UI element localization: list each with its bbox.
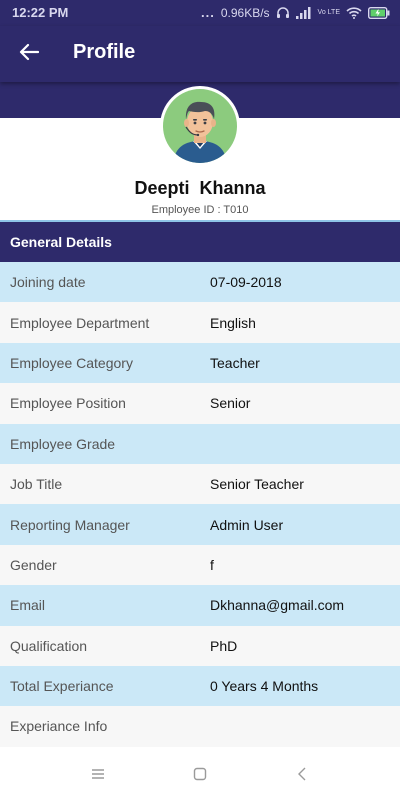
detail-row-qualification: Qualification PhD <box>0 625 400 666</box>
app-bar: Profile <box>0 26 400 82</box>
home-square-icon <box>193 767 207 786</box>
detail-label: Experiance Info <box>10 718 108 735</box>
detail-value: 0 Years 4 Months <box>210 678 319 695</box>
system-nav-bar <box>0 752 400 800</box>
arrow-left-icon <box>19 43 40 66</box>
detail-row-reporting-manager: Reporting Manager Admin User <box>0 504 400 545</box>
signal-icon <box>295 6 312 19</box>
detail-row-category: Employee Category Teacher <box>0 342 400 384</box>
wifi-icon <box>346 6 362 19</box>
detail-value: 07-09-2018 <box>210 274 282 291</box>
menu-icon <box>91 767 105 785</box>
detail-value: Admin User <box>210 516 284 533</box>
volte-label: Vo LTE <box>317 9 340 16</box>
nav-back-button[interactable] <box>282 756 322 796</box>
detail-row-position: Employee Position Senior <box>0 383 400 424</box>
detail-label: Qualification <box>10 637 88 654</box>
detail-row-grade: Employee Grade <box>0 423 400 464</box>
general-details-header: General Details <box>0 220 400 262</box>
status-bar: 12:22 PM ... 0.96KB/s Vo LTE <box>0 0 400 26</box>
detail-value: English <box>210 314 256 331</box>
detail-row-job-title: Job Title Senior Teacher <box>0 463 400 505</box>
detail-label: Email <box>10 597 46 614</box>
status-time: 12:22 PM <box>12 5 69 20</box>
detail-value: PhD <box>210 637 238 654</box>
detail-label: Employee Category <box>10 354 133 371</box>
detail-label: Joining date <box>10 274 86 291</box>
status-dots: ... <box>201 5 215 20</box>
detail-value: Teacher <box>210 354 260 371</box>
back-chevron-icon <box>297 767 307 786</box>
detail-row-department: Employee Department English <box>0 302 400 343</box>
avatar <box>160 86 240 166</box>
detail-label: Gender <box>10 556 57 573</box>
detail-label: Job Title <box>10 476 63 493</box>
battery-charging-icon <box>368 6 390 19</box>
general-details-list: Joining date 07-09-2018 Employee Departm… <box>0 262 400 747</box>
detail-value: Senior Teacher <box>210 476 304 493</box>
detail-label: Employee Department <box>10 314 150 331</box>
nav-menu-button[interactable] <box>78 756 118 796</box>
detail-label: Employee Position <box>10 395 126 412</box>
employee-name: Deepti Khanna <box>134 178 266 198</box>
employee-id: Employee ID : T010 <box>151 204 249 216</box>
detail-label: Total Experiance <box>10 678 114 695</box>
network-speed: 0.96KB/s <box>220 5 270 20</box>
status-indicators: ... 0.96KB/s Vo LTE <box>201 5 390 20</box>
detail-row-gender: Gender f <box>0 544 400 586</box>
detail-row-experience-info: Experiance Info <box>0 706 400 747</box>
nav-home-button[interactable] <box>180 756 220 796</box>
detail-row-joining-date: Joining date 07-09-2018 <box>0 262 400 303</box>
detail-row-total-experience: Total Experiance 0 Years 4 Months <box>0 665 400 707</box>
detail-label: Employee Grade <box>10 435 116 452</box>
detail-label: Reporting Manager <box>10 516 130 533</box>
detail-value: f <box>210 556 214 573</box>
detail-row-email: Email Dkhanna@gmail.com <box>0 585 400 626</box>
back-button[interactable] <box>14 40 44 68</box>
avatar-image <box>163 89 237 163</box>
detail-value: Senior <box>210 395 251 412</box>
page-title: Profile <box>73 41 136 63</box>
detail-value: Dkhanna@gmail.com <box>210 597 345 614</box>
headphones-icon <box>276 6 290 19</box>
